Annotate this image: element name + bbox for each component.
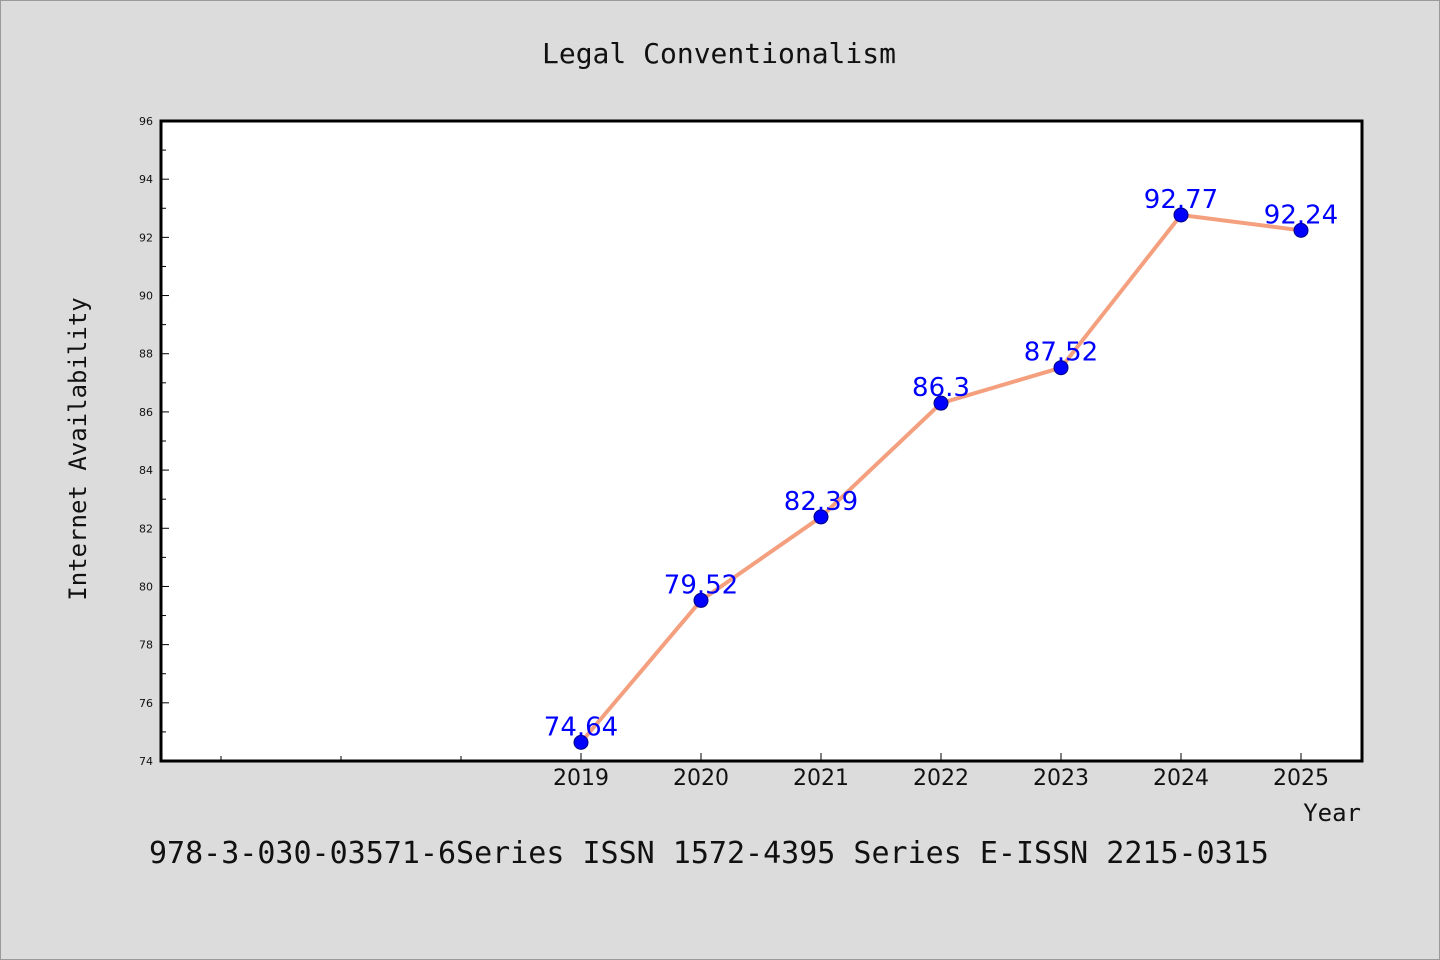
x-tick-label: 2020 [673,766,729,791]
x-tick-label: 2025 [1273,766,1329,791]
x-axis-ticks: 2019 2020 2021 2022 2023 2024 2025 [220,753,1329,791]
data-point [1293,222,1309,238]
x-tick-label: 2021 [793,766,849,791]
x-tick-label: 2022 [913,766,969,791]
data-label: 92.24 [1264,200,1338,230]
data-label: 92.77 [1144,185,1218,215]
data-label: 79.52 [664,570,738,600]
y-tick-label: 84 [139,464,153,477]
y-tick-label: 76 [139,697,153,710]
data-point [933,395,949,411]
data-label: 87.52 [1024,338,1098,368]
chart-title: Legal Conventionalism [542,37,896,70]
data-point [1053,360,1069,376]
y-axis-ticks: 74 76 78 80 82 84 86 88 90 92 94 96 [139,115,169,768]
y-axis-label: Internet Availability [64,297,92,600]
data-point [693,592,709,608]
data-label: 74.64 [544,712,618,742]
plot-area [161,121,1362,761]
y-tick-label: 78 [139,639,153,652]
y-tick-label: 94 [139,173,153,186]
series-data-labels: 74.64 79.52 82.39 86.3 87.52 92.77 92.24 [544,185,1338,742]
x-axis-label: Year [1303,799,1361,827]
x-tick-label: 2024 [1153,766,1209,791]
y-tick-label: 74 [139,755,153,768]
y-tick-label: 82 [139,522,153,535]
data-point [1173,207,1189,223]
y-tick-label: 86 [139,406,153,419]
x-tick-label: 2023 [1033,766,1089,791]
y-tick-label: 92 [139,231,153,244]
data-point [573,734,589,750]
data-label: 86.3 [912,373,970,403]
data-point [813,509,829,525]
series-points [573,207,1309,750]
plot-frame [159,119,1364,763]
y-tick-label: 80 [139,580,153,593]
x-tick-label: 2019 [553,766,609,791]
y-tick-label: 90 [139,290,153,303]
data-label: 82.39 [784,487,858,517]
footer-note: 978-3-030-03571-6Series ISSN 1572-4395 S… [149,836,1269,871]
y-tick-label: 88 [139,348,153,361]
y-tick-label: 96 [139,115,153,128]
